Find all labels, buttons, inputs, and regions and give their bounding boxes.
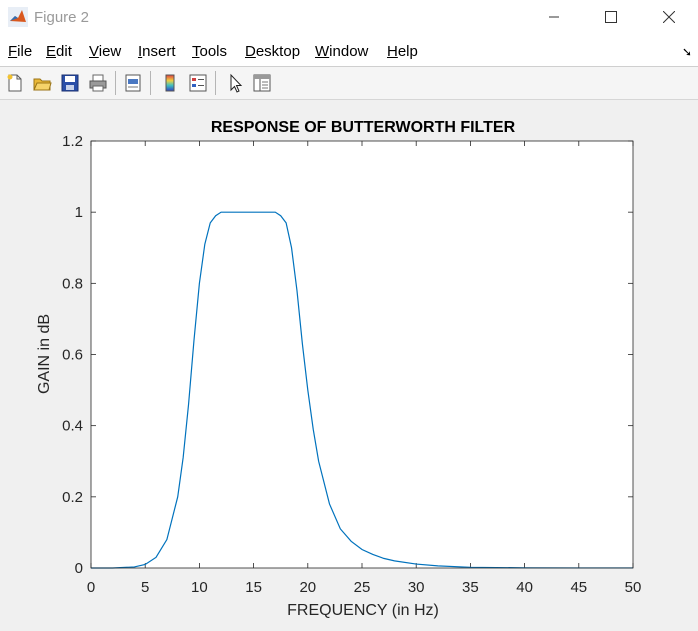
x-tick-label: 30 [408, 579, 425, 596]
menu-file[interactable]: File [8, 43, 33, 60]
x-tick-label: 25 [354, 579, 371, 596]
colorbar-icon [165, 74, 175, 92]
print-preview-icon [125, 74, 141, 92]
axes-box [90, 140, 634, 569]
toolbar-separator [215, 71, 216, 95]
x-tick-label: 35 [462, 579, 479, 596]
legend-icon [189, 74, 207, 92]
menu-view[interactable]: View [89, 43, 122, 60]
figure-toolbar [0, 67, 698, 100]
maximize-icon [605, 11, 617, 23]
x-tick-label: 20 [299, 579, 316, 596]
print-icon [89, 74, 107, 92]
toolbar-separator [115, 71, 116, 95]
new-figure-button[interactable] [3, 71, 27, 95]
new-figure-icon [7, 74, 22, 92]
save-icon [61, 74, 79, 92]
close-icon [663, 11, 675, 23]
x-tick-label: 15 [245, 579, 262, 596]
maximize-button[interactable] [588, 0, 634, 34]
chart-title: RESPONSE OF BUTTERWORTH FILTER [211, 119, 516, 136]
x-tick-label: 5 [141, 579, 149, 596]
chart-svg: RESPONSE OF BUTTERWORTH FILTER 0 5 10 15 20 2… [36, 119, 642, 619]
x-tick-label: 50 [625, 579, 642, 596]
figure-canvas: RESPONSE OF BUTTERWORTH FILTER 0 5 10 15 20 2… [0, 100, 698, 626]
open-file-button[interactable] [30, 71, 54, 95]
dock-figure-icon[interactable]: ➘ [681, 45, 692, 59]
minimize-button[interactable] [531, 0, 577, 34]
window-titlebar: Figure 2 [0, 0, 698, 36]
toolbar-separator [150, 71, 151, 95]
menu-bar: File Edit View Insert Tools Desktop Wind… [0, 36, 698, 67]
y-tick-label: 0 [75, 560, 83, 577]
property-editor-button[interactable] [250, 71, 274, 95]
save-button[interactable] [58, 71, 82, 95]
x-axis-label: FREQUENCY (in Hz) [287, 602, 439, 619]
menu-window[interactable]: Window [315, 43, 369, 60]
response-curve [91, 211, 634, 569]
menu-desktop[interactable]: Desktop [245, 43, 301, 60]
menu-insert[interactable]: Insert [138, 43, 176, 60]
y-tick-label: 1.2 [62, 133, 83, 150]
pointer-icon [230, 73, 243, 93]
open-file-icon [33, 78, 52, 91]
pointer-button[interactable] [223, 71, 247, 95]
x-tick-label: 45 [570, 579, 587, 596]
x-tick-label: 10 [191, 579, 208, 596]
matlab-logo-icon [8, 7, 28, 27]
property-editor-icon [253, 74, 271, 92]
legend-button[interactable] [186, 71, 210, 95]
menu-help[interactable]: Help [387, 43, 418, 60]
y-tick-label: 0.4 [62, 418, 83, 435]
x-tick-label: 40 [516, 579, 533, 596]
y-axis-label: GAIN in dB [36, 314, 53, 394]
y-tick-label: 0.2 [62, 489, 83, 506]
colorbar-button[interactable] [158, 71, 182, 95]
print-button[interactable] [86, 71, 110, 95]
window-title: Figure 2 [34, 9, 90, 26]
x-tick-label: 0 [87, 579, 95, 596]
minimize-icon [549, 16, 559, 18]
close-button[interactable] [646, 0, 692, 34]
y-tick-label: 0.8 [62, 275, 83, 292]
print-preview-button[interactable] [121, 71, 145, 95]
y-tick-label: 1 [75, 204, 83, 221]
menu-edit[interactable]: Edit [46, 43, 72, 60]
menu-tools[interactable]: Tools [192, 43, 228, 60]
y-tick-label: 0.6 [62, 347, 83, 364]
plot-area[interactable] [91, 141, 633, 568]
